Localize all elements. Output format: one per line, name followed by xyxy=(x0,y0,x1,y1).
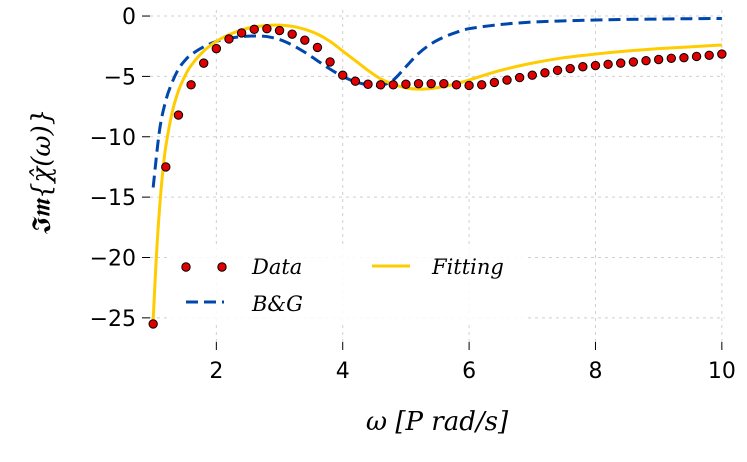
y-axis-label: 𝕴𝖒{χ̂(ω)} xyxy=(27,109,57,236)
data-point xyxy=(325,57,335,67)
y-axis: 0 −5 −10 −15 −20 −25 xyxy=(90,5,150,332)
data-point xyxy=(578,62,588,72)
x-axis-label: ω [P rad/s] xyxy=(366,407,509,437)
data-point xyxy=(300,35,310,45)
data-point xyxy=(540,68,550,78)
legend-label-bg: B&G xyxy=(251,292,303,316)
data-point xyxy=(287,29,297,39)
legend-background xyxy=(168,248,528,322)
data-point xyxy=(274,25,285,36)
y-tick-label: −25 xyxy=(90,307,136,332)
legend-label-fitting: Fitting xyxy=(431,255,504,279)
data-point xyxy=(262,24,272,34)
data-point xyxy=(401,79,411,89)
data-point xyxy=(641,56,651,66)
data-point xyxy=(388,80,398,90)
data-point xyxy=(249,24,259,35)
data-point xyxy=(603,59,613,70)
legend-label-data: Data xyxy=(251,255,302,279)
data-point xyxy=(717,49,727,59)
data-point xyxy=(199,58,209,68)
x-tick-label: 6 xyxy=(462,359,476,384)
data-point xyxy=(565,63,575,74)
data-point xyxy=(628,57,639,67)
data-point xyxy=(552,65,563,76)
x-tick-label: 2 xyxy=(209,359,223,384)
data-point xyxy=(477,80,487,90)
y-tick-label: −10 xyxy=(90,126,136,151)
y-tick-label: −5 xyxy=(104,65,136,90)
data-point xyxy=(502,75,512,85)
data-point xyxy=(590,60,601,71)
data-point xyxy=(464,80,474,91)
data-point xyxy=(173,110,184,120)
y-tick-label: −20 xyxy=(90,246,136,271)
x-tick-label: 8 xyxy=(588,359,602,384)
data-point xyxy=(439,78,449,89)
legend-data-marker xyxy=(181,262,191,272)
data-point xyxy=(426,78,436,89)
data-point xyxy=(679,52,689,63)
data-point xyxy=(338,70,348,80)
x-tick-label: 10 xyxy=(708,359,736,384)
data-point xyxy=(413,78,424,89)
data-point xyxy=(489,77,500,88)
data-point xyxy=(653,54,664,65)
bg-series-line xyxy=(151,16,722,188)
data-point xyxy=(161,162,171,172)
data-point xyxy=(363,79,373,89)
data-point xyxy=(375,80,386,90)
x-tick-label: 4 xyxy=(336,359,350,384)
data-point xyxy=(616,58,626,68)
fitting-series-line xyxy=(151,23,722,321)
data-point xyxy=(236,28,247,38)
data-point xyxy=(451,80,462,90)
data-point xyxy=(211,43,222,54)
data-point xyxy=(148,319,158,329)
data-point xyxy=(704,50,714,60)
data-point xyxy=(350,76,361,86)
data-point xyxy=(312,42,323,53)
plot-area xyxy=(148,16,727,329)
legend-data-marker xyxy=(217,262,227,272)
x-axis: 2 4 6 8 10 xyxy=(209,342,736,384)
data-point xyxy=(224,34,234,44)
y-tick-label: −15 xyxy=(90,186,136,211)
data-point xyxy=(186,80,196,90)
data-point xyxy=(666,53,676,63)
data-point xyxy=(527,70,537,80)
y-tick-label: 0 xyxy=(122,5,136,30)
data-point xyxy=(514,72,525,83)
data-point xyxy=(691,51,702,62)
legend: Data Fitting B&G xyxy=(168,248,528,322)
